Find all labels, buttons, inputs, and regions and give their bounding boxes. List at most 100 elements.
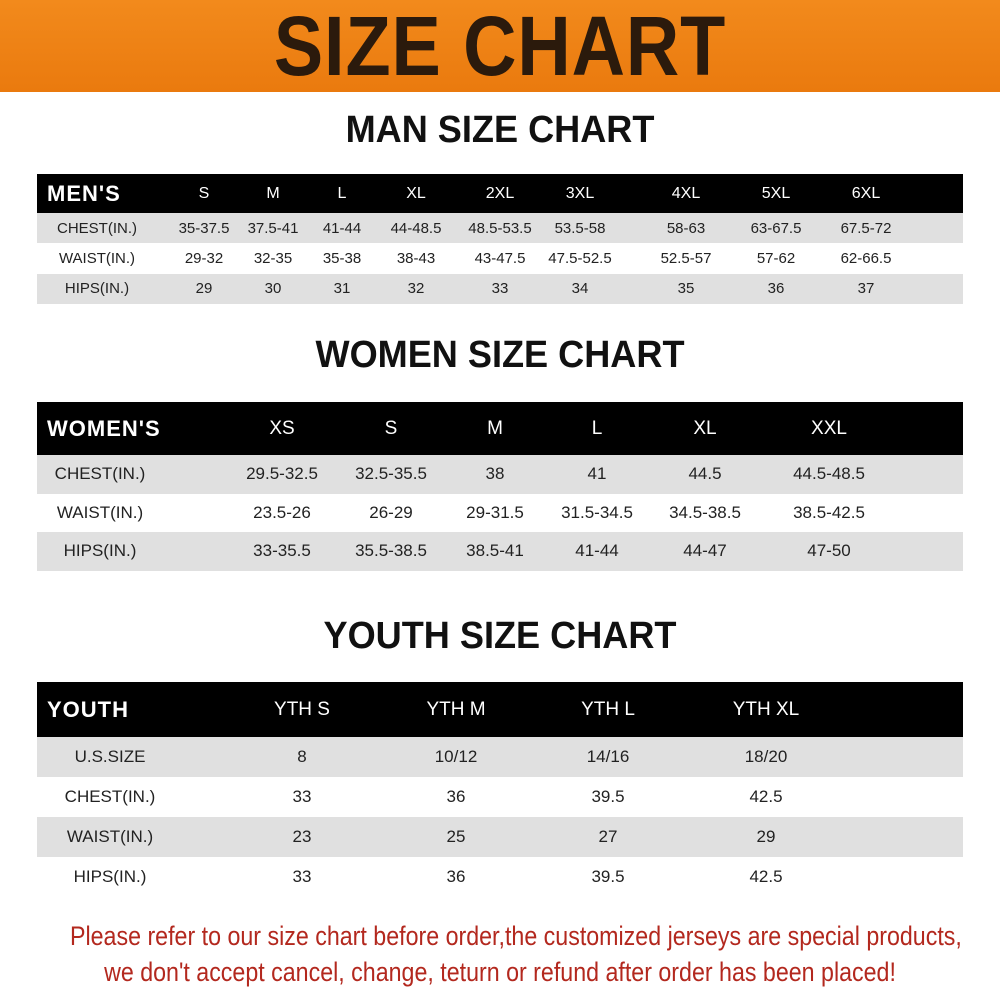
youth-value-cell: 23 xyxy=(292,827,312,846)
men-table-row: CHEST(IN.) 35-37.5 37.5-41 41-44 44-48.5 48.5… xyxy=(37,213,963,244)
youth-header-row: YOUTH YTH S YTH M YTH L YTH XL xyxy=(37,682,963,737)
youth-section-title: YOUTH SIZE CHART xyxy=(323,615,677,657)
men-size-header: 3XL xyxy=(565,184,595,202)
women-value-cell: 32.5-35.5 xyxy=(355,464,427,484)
women-table-row: CHEST(IN.) 29.5-32.5 32.5-35.5 38 41 44.5 44.5… xyxy=(37,455,963,494)
youth-size-header: YTH M xyxy=(426,698,486,720)
youth-value-cell: 18/20 xyxy=(744,747,788,766)
women-size-header: L xyxy=(591,417,603,439)
men-value-cell: 37 xyxy=(857,280,875,298)
youth-row-label: HIPS(IN.) xyxy=(73,867,147,886)
men-value-cell: 53.5-58 xyxy=(554,219,606,237)
youth-value-cell: 29 xyxy=(756,827,776,846)
women-table-row: HIPS(IN.) 33-35.5 35.5-38.5 38.5-41 41-44 44-… xyxy=(37,532,963,571)
men-size-header: 4XL xyxy=(671,184,701,202)
men-value-cell: 38-43 xyxy=(396,249,436,267)
men-value-cell: 43-47.5 xyxy=(474,249,526,267)
men-value-cell: 62-66.5 xyxy=(840,249,892,267)
women-row-label: HIPS(IN.) xyxy=(63,541,137,561)
footer-notice-line-2: we don't accept cancel, change, teturn o… xyxy=(104,957,896,987)
men-value-cell: 34 xyxy=(571,280,589,298)
youth-size-header: YTH L xyxy=(581,698,635,720)
youth-size-header: YTH S xyxy=(274,698,330,720)
women-section-title: WOMEN SIZE CHART xyxy=(315,334,685,376)
men-value-cell: 47.5-52.5 xyxy=(548,249,612,267)
women-value-cell: 34.5-38.5 xyxy=(669,502,741,522)
women-size-header: XS xyxy=(269,417,295,439)
youth-value-cell: 36 xyxy=(446,787,466,806)
women-value-cell: 26-29 xyxy=(369,502,413,522)
men-row-label: HIPS(IN.) xyxy=(64,280,130,298)
women-value-cell: 41-44 xyxy=(575,541,619,561)
youth-header-label: YOUTH xyxy=(47,696,129,722)
women-table-row: WAIST(IN.) 23.5-26 26-29 29-31.5 31.5-34.5 34… xyxy=(37,493,963,532)
men-table-row: WAIST(IN.) 29-32 32-35 35-38 38-43 43-47.5 47.… xyxy=(37,243,963,274)
youth-value-cell: 42.5 xyxy=(749,867,783,886)
men-size-header: S xyxy=(198,184,210,202)
youth-value-cell: 27 xyxy=(598,827,618,846)
men-value-cell: 32 xyxy=(407,280,425,298)
women-value-cell: 44.5 xyxy=(688,464,722,484)
youth-value-cell: 39.5 xyxy=(591,867,625,886)
banner: SIZE CHART xyxy=(0,0,1000,92)
men-value-cell: 37.5-41 xyxy=(247,219,299,237)
women-value-cell: 38.5-42.5 xyxy=(793,502,865,522)
men-header-row: MEN'S S M L XL 2XL 3XL 4XL 5XL 6XL xyxy=(37,174,963,213)
men-size-header: 6XL xyxy=(851,184,881,202)
women-value-cell: 38 xyxy=(485,464,505,484)
youth-table-row: CHEST(IN.) 33 36 39.5 42.5 xyxy=(37,777,963,817)
men-value-cell: 32-35 xyxy=(253,249,293,267)
women-value-cell: 44.5-48.5 xyxy=(793,464,865,484)
women-size-header: XXL xyxy=(811,417,847,439)
youth-value-cell: 42.5 xyxy=(749,787,783,806)
women-value-cell: 29.5-32.5 xyxy=(246,464,318,484)
men-value-cell: 52.5-57 xyxy=(660,249,712,267)
women-value-cell: 33-35.5 xyxy=(253,541,311,561)
women-size-header: M xyxy=(487,417,503,439)
youth-value-cell: 8 xyxy=(297,747,307,766)
men-value-cell: 29-32 xyxy=(184,249,224,267)
men-section-title: MAN SIZE CHART xyxy=(345,109,655,151)
youth-value-cell: 36 xyxy=(446,867,466,886)
women-value-cell: 38.5-41 xyxy=(466,541,524,561)
youth-value-cell: 33 xyxy=(292,787,312,806)
men-row-label: WAIST(IN.) xyxy=(58,249,136,267)
women-value-cell: 31.5-34.5 xyxy=(561,502,633,522)
youth-value-cell: 14/16 xyxy=(586,747,630,766)
men-value-cell: 35-37.5 xyxy=(178,219,230,237)
men-header-label: MEN'S xyxy=(47,180,121,206)
men-value-cell: 63-67.5 xyxy=(750,219,802,237)
men-size-header: L xyxy=(337,184,347,202)
women-value-cell: 41 xyxy=(587,464,607,484)
youth-value-cell: 33 xyxy=(292,867,312,886)
youth-table-row: HIPS(IN.) 33 36 39.5 42.5 xyxy=(37,857,963,897)
men-value-cell: 33 xyxy=(491,280,509,298)
youth-table-row: U.S.SIZE 8 10/12 14/16 18/20 xyxy=(37,737,963,777)
men-value-cell: 44-48.5 xyxy=(390,219,442,237)
youth-value-cell: 39.5 xyxy=(591,787,625,806)
men-value-cell: 58-63 xyxy=(666,219,706,237)
youth-row-label: CHEST(IN.) xyxy=(64,787,156,806)
women-row-label: WAIST(IN.) xyxy=(56,502,144,522)
youth-size-header: YTH XL xyxy=(732,698,800,720)
men-size-header: 2XL xyxy=(485,184,515,202)
youth-size-table: YOUTH YTH S YTH M YTH L YTH XL U.S.SIZE 8 10/12… xyxy=(37,682,963,897)
men-value-cell: 67.5-72 xyxy=(840,219,892,237)
men-value-cell: 41-44 xyxy=(322,219,362,237)
youth-value-cell: 10/12 xyxy=(434,747,478,766)
women-size-header: S xyxy=(384,417,398,439)
youth-table-row: WAIST(IN.) 23 25 27 29 xyxy=(37,817,963,857)
men-size-table: MEN'S S M L XL 2XL 3XL 4XL 5XL 6XL CHEST(IN.) 35-37… xyxy=(37,174,963,304)
men-row-label: CHEST(IN.) xyxy=(57,219,137,237)
women-header-label: WOMEN'S xyxy=(47,415,161,441)
youth-value-cell: 25 xyxy=(446,827,466,846)
footer-notice-line-1: Please refer to our size chart before or… xyxy=(70,921,962,951)
women-value-cell: 29-31.5 xyxy=(466,502,524,522)
men-value-cell: 31 xyxy=(333,280,351,298)
women-value-cell: 47-50 xyxy=(807,541,851,561)
men-table-row: HIPS(IN.) 29 30 31 32 33 34 35 36 37 xyxy=(37,273,963,304)
men-size-header: 5XL xyxy=(761,184,791,202)
women-value-cell: 44-47 xyxy=(683,541,727,561)
men-value-cell: 35-38 xyxy=(322,249,362,267)
women-size-table: WOMEN'S XS S M L XL XXL CHEST(IN.) 29.5-32.5 32.5… xyxy=(37,402,963,571)
